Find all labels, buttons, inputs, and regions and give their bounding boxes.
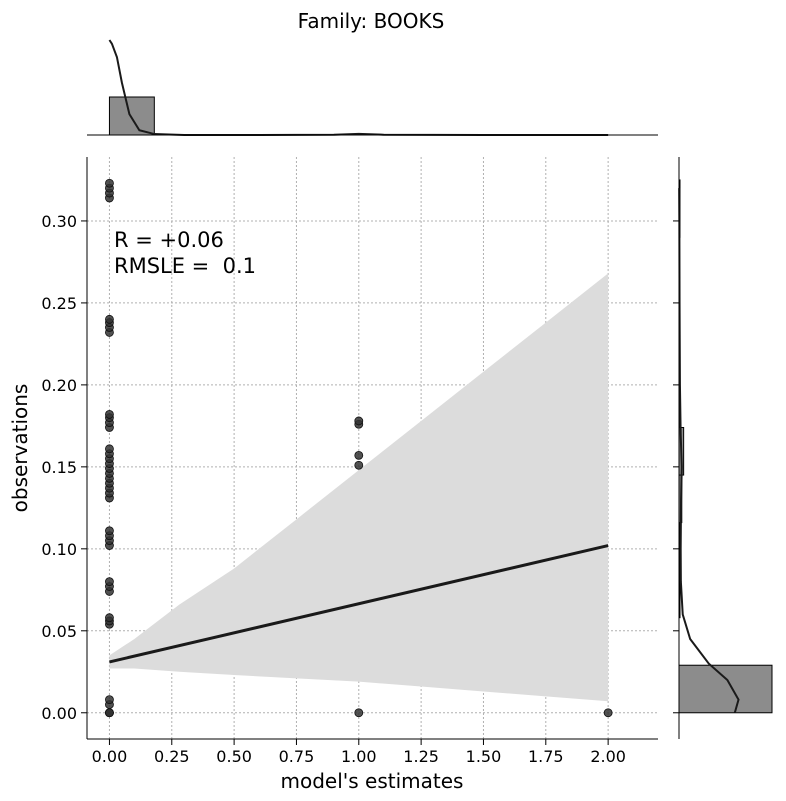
x-tick-label: 2.00 xyxy=(590,747,626,766)
y-tick-label: 0.20 xyxy=(41,376,77,395)
x-tick-label: 0.00 xyxy=(92,747,128,766)
y-tick-label: 0.15 xyxy=(41,458,77,477)
x-axis-ticks: 0.00 0.25 0.50 0.75 1.00 1.25 1.50 1.75 2.00 xyxy=(92,739,626,766)
x-axis-label: model's estimates xyxy=(281,769,464,793)
y-marginal-distribution xyxy=(673,157,773,739)
y-axis-ticks: 0.00 0.05 0.10 0.15 0.20 0.25 0.30 xyxy=(41,212,87,723)
confidence-band xyxy=(109,273,609,702)
x-tick-label: 0.75 xyxy=(279,747,315,766)
scatter-point xyxy=(354,450,364,460)
scatter-point xyxy=(105,526,114,536)
scatter-point xyxy=(105,613,114,623)
regression-line-group xyxy=(109,544,609,664)
y-marginal-kde-curve xyxy=(678,188,740,714)
rmsle-annotation: RMSLE = 0.1 xyxy=(114,254,256,278)
x-marginal-distribution xyxy=(87,39,658,136)
x-tick-label: 0.25 xyxy=(154,747,190,766)
axes xyxy=(86,157,658,740)
x-tick-label: 1.75 xyxy=(528,747,564,766)
scatter-points xyxy=(105,178,613,718)
x-marginal-bar xyxy=(108,96,155,136)
y-marginal-bar xyxy=(678,664,773,714)
correlation-annotation: R = +0.06 xyxy=(114,228,224,252)
scatter-point xyxy=(354,460,364,470)
scatter-point xyxy=(105,409,114,419)
scatter-point xyxy=(354,416,364,426)
scatter-point xyxy=(354,708,364,718)
scatter-point xyxy=(105,444,114,454)
scatter-point xyxy=(105,314,114,324)
x-tick-label: 0.50 xyxy=(216,747,252,766)
y-tick-label: 0.25 xyxy=(41,294,77,313)
confidence-band-area xyxy=(109,273,609,702)
x-tick-label: 1.00 xyxy=(341,747,377,766)
scatter-point xyxy=(105,695,114,705)
scatter-point xyxy=(603,708,613,718)
scatter-point xyxy=(105,178,114,188)
y-tick-label: 0.05 xyxy=(41,622,77,641)
x-tick-label: 1.25 xyxy=(403,747,439,766)
x-marginal-kde-curve xyxy=(108,39,609,136)
scatter-point xyxy=(105,708,114,718)
y-tick-label: 0.10 xyxy=(41,540,77,559)
scatter-plot-area: 0.00 0.25 0.50 0.75 1.00 1.25 1.50 1.75 2.00 0.0… xyxy=(41,157,658,766)
chart-title: Family: BOOKS xyxy=(298,9,445,33)
regression-line xyxy=(109,544,609,664)
y-tick-label: 0.00 xyxy=(41,704,77,723)
scatter-point xyxy=(105,577,114,587)
y-axis-label: observations xyxy=(8,384,32,513)
y-tick-label: 0.30 xyxy=(41,212,77,231)
x-tick-label: 1.50 xyxy=(466,747,502,766)
